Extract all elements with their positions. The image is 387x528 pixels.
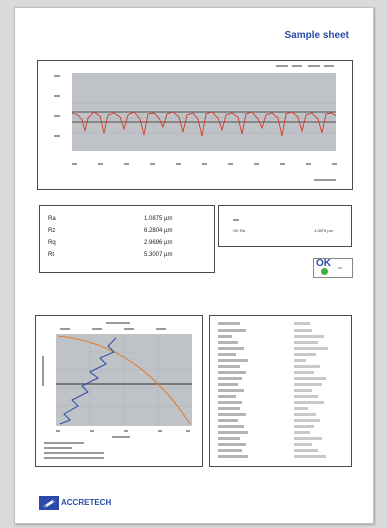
ok-indicator-icon [321, 268, 328, 275]
report-sheet: Sample sheet [14, 7, 374, 524]
profile-plot [54, 65, 337, 181]
param-value: 6.2804 µm [144, 228, 173, 234]
accretech-logo-mark-icon [39, 496, 59, 510]
param-value: 1.0875 µm [144, 216, 173, 222]
sheet-title: Sample sheet [284, 30, 349, 41]
measurement-conditions-panel [209, 315, 352, 467]
param-value: 2.9696 µm [144, 240, 173, 246]
roughness-profile-chart [37, 60, 353, 190]
roughness-profile-line [71, 111, 337, 137]
accretech-logo: ACCRETECH [39, 496, 129, 510]
roughness-parameters-panel: Ra 1.0875 µm Rz 6.2804 µm Rq 2.9696 µm R… [39, 205, 215, 273]
amplitude-distribution-curve [59, 337, 117, 425]
param-value: 5.3007 µm [144, 252, 173, 258]
judgement-panel: OK Ra 1.0875 µm [218, 205, 352, 247]
ok-status-badge: OK OK [313, 258, 353, 278]
ok-status-text: OK [316, 258, 331, 269]
accretech-logo-text: ACCRETECH [61, 498, 112, 507]
judgement-label: OK Ra [233, 228, 246, 233]
param-name: Rz [48, 228, 56, 234]
bearing-curve-plot [42, 322, 192, 459]
ok-status-subtext: OK [338, 266, 343, 270]
judgement-value: 1.0875 µm [314, 228, 333, 233]
bearing-area-curve-panel [35, 315, 203, 467]
param-name: Rq [48, 240, 56, 246]
bearing-ratio-curve [57, 335, 191, 425]
param-name: Rt [48, 252, 54, 258]
param-name: Ra [48, 216, 56, 222]
